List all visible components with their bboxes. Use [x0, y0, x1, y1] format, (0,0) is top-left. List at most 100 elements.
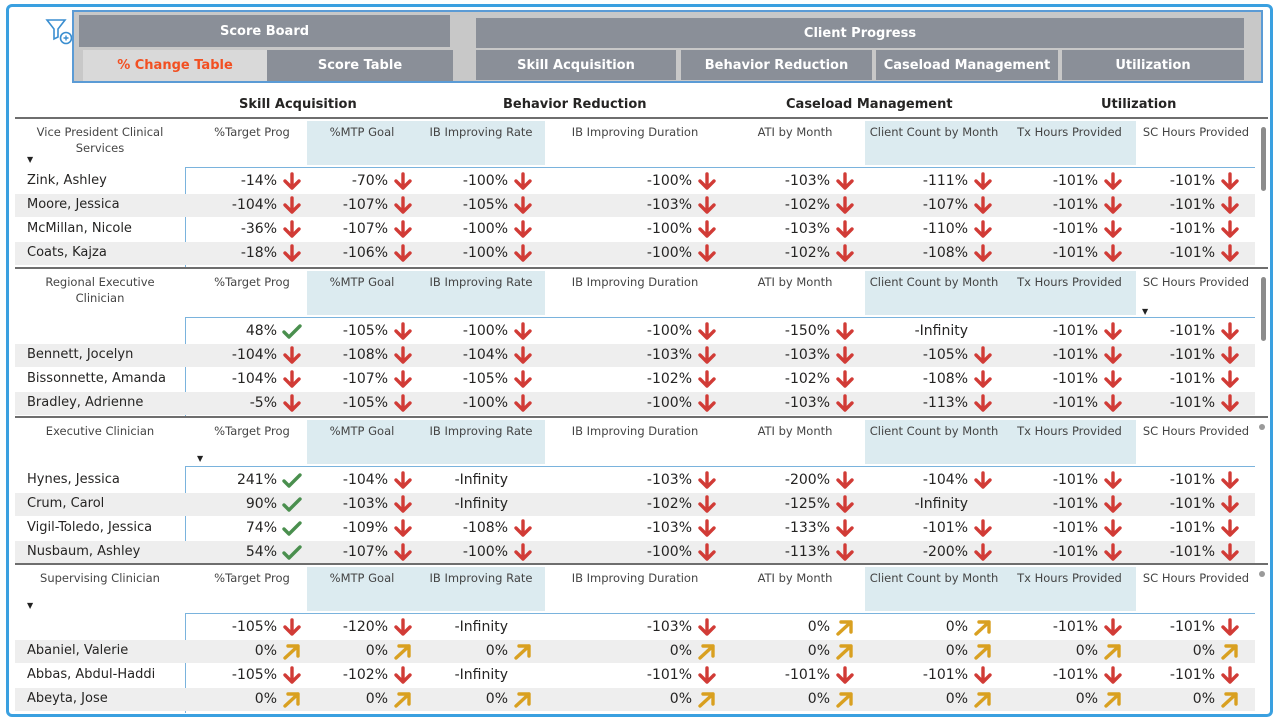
- column-header[interactable]: %MTP Goal: [307, 420, 417, 464]
- column-header[interactable]: Client Count by Month: [865, 271, 1003, 315]
- section-behavior-reduction: Behavior Reduction: [503, 97, 647, 112]
- caseload-management-button[interactable]: Caseload Management: [876, 50, 1058, 80]
- column-header[interactable]: IB Improving Duration: [571, 125, 699, 139]
- column-header[interactable]: IB Improving Duration: [571, 275, 699, 289]
- table-row[interactable]: -105% -120% -Infinity -103% 0% 0% -101% -101%: [15, 616, 1255, 639]
- column-header[interactable]: %Target Prog: [214, 424, 290, 438]
- down-arrow-icon: [698, 543, 716, 561]
- row-header-column[interactable]: Executive Clinician: [45, 424, 155, 438]
- cell-value: -104%: [231, 347, 277, 363]
- vertical-scrollbar[interactable]: [1261, 277, 1266, 341]
- column-header[interactable]: IB Improving Rate: [417, 271, 545, 315]
- column-header[interactable]: ATI by Month: [757, 125, 833, 139]
- down-arrow-icon: [394, 220, 412, 238]
- column-header[interactable]: %MTP Goal: [307, 121, 417, 165]
- down-arrow-icon: [974, 346, 992, 364]
- table-row[interactable]: Abbas, Abdul-Haddi -105% -102% -Infinity -10…: [15, 664, 1255, 687]
- column-header[interactable]: SC Hours Provided: [1142, 571, 1250, 585]
- column-header[interactable]: %MTP Goal: [307, 567, 417, 611]
- table-row[interactable]: 48% -105% -100% -100% -150% -Infinity -101% -10…: [15, 320, 1255, 343]
- header-divider: [185, 613, 1255, 614]
- column-header[interactable]: IB Improving Duration: [571, 424, 699, 438]
- down-arrow-icon: [836, 543, 854, 561]
- table-row[interactable]: Nusbaum, Ashley 54% -107% -100% -100% -113% -2…: [15, 541, 1255, 563]
- score-table-button[interactable]: Score Table: [267, 50, 453, 81]
- matrix-table: Executive Clinician %Target Prog %MTP Goal…: [15, 416, 1268, 563]
- column-header[interactable]: %Target Prog: [214, 571, 290, 585]
- cell-value: -102%: [784, 245, 830, 261]
- down-arrow-icon: [1221, 370, 1239, 388]
- diagonal-arrow-icon: [283, 644, 300, 660]
- column-header[interactable]: IB Improving Rate: [417, 121, 545, 165]
- skill-acquisition-button[interactable]: Skill Acquisition: [476, 50, 676, 80]
- down-arrow-icon: [1104, 543, 1122, 561]
- behavior-reduction-button[interactable]: Behavior Reduction: [681, 50, 872, 80]
- column-header[interactable]: ATI by Month: [757, 571, 833, 585]
- table-row[interactable]: Coats, Kajza -18% -106% -100% -100% -102% -108…: [15, 242, 1255, 265]
- column-header[interactable]: Tx Hours Provided: [1003, 420, 1136, 464]
- table-row[interactable]: McMillan, Nicole -36% -107% -100% -100% -103%…: [15, 218, 1255, 241]
- table-row[interactable]: Hynes, Jessica 241% -104% -Infinity -103% -20…: [15, 469, 1255, 492]
- table-row[interactable]: Vigil-Toledo, Jessica 74% -109% -108% -103% -…: [15, 517, 1255, 540]
- cell-value: -101%: [1052, 245, 1098, 261]
- sort-descending-icon[interactable]: ▼: [1142, 307, 1149, 316]
- diagonal-arrow-icon: [514, 644, 531, 660]
- cell-value: -100%: [646, 323, 692, 339]
- down-arrow-icon: [394, 495, 412, 513]
- column-header[interactable]: SC Hours Provided: [1142, 275, 1250, 289]
- scroll-indicator[interactable]: [1259, 424, 1265, 430]
- table-row[interactable]: Abeyta, Jose 0% 0% 0% 0% 0% 0% 0% 0%: [15, 688, 1255, 711]
- column-header[interactable]: %Target Prog: [214, 125, 290, 139]
- header-divider: [185, 167, 1255, 168]
- column-header[interactable]: SC Hours Provided: [1142, 125, 1250, 139]
- cell-value: -100%: [646, 173, 692, 189]
- sort-descending-icon[interactable]: ▼: [197, 454, 204, 463]
- cell-value: -101%: [922, 520, 968, 536]
- column-header[interactable]: %Target Prog: [214, 275, 290, 289]
- cell-value: -101%: [1169, 221, 1215, 237]
- client-progress-header: Client Progress: [476, 18, 1244, 48]
- down-arrow-icon: [974, 370, 992, 388]
- change-table-button[interactable]: % Change Table: [83, 50, 267, 81]
- down-arrow-icon: [698, 666, 716, 684]
- sort-descending-icon[interactable]: ▼: [27, 155, 34, 164]
- column-header[interactable]: %MTP Goal: [307, 271, 417, 315]
- cell-value: -101%: [1169, 323, 1215, 339]
- table-row[interactable]: Bradley, Adrienne -5% -105% -100% -100% -103%…: [15, 392, 1255, 415]
- column-header[interactable]: IB Improving Duration: [571, 571, 699, 585]
- down-arrow-icon: [514, 346, 532, 364]
- down-arrow-icon: [394, 346, 412, 364]
- column-header[interactable]: Client Count by Month: [865, 420, 1003, 464]
- column-header[interactable]: IB Improving Rate: [417, 567, 545, 611]
- table-row[interactable]: Zink, Ashley -14% -70% -100% -100% -103% -111%…: [15, 170, 1255, 193]
- cell-value: -105%: [231, 667, 277, 683]
- row-label: Abaniel, Valerie: [27, 643, 129, 658]
- sort-descending-icon[interactable]: ▼: [27, 601, 34, 610]
- table-row[interactable]: Bennett, Jocelyn -104% -108% -104% -103% -103…: [15, 344, 1255, 367]
- column-header[interactable]: Tx Hours Provided: [1003, 567, 1136, 611]
- table-row[interactable]: Moore, Jessica -104% -107% -105% -103% -102% -…: [15, 194, 1255, 217]
- table-row[interactable]: Abaniel, Valerie 0% 0% 0% 0% 0% 0% 0% 0%: [15, 640, 1255, 663]
- column-header[interactable]: ATI by Month: [757, 275, 833, 289]
- row-header-column[interactable]: Regional Executive Clinician: [45, 275, 155, 305]
- diagonal-arrow-icon: [1104, 644, 1121, 660]
- scroll-indicator[interactable]: [1259, 571, 1265, 577]
- column-header[interactable]: Tx Hours Provided: [1003, 271, 1136, 315]
- matrix-table: Vice President Clinical Services %Target …: [15, 117, 1268, 267]
- cell-value: -103%: [646, 472, 692, 488]
- column-header[interactable]: SC Hours Provided: [1142, 424, 1250, 438]
- down-arrow-icon: [974, 196, 992, 214]
- down-arrow-icon: [514, 322, 532, 340]
- filter-icon[interactable]: [45, 18, 75, 48]
- row-header-column[interactable]: Supervising Clinician: [40, 571, 160, 585]
- column-header[interactable]: Client Count by Month: [865, 567, 1003, 611]
- column-header[interactable]: ATI by Month: [757, 424, 833, 438]
- vertical-scrollbar[interactable]: [1261, 127, 1266, 191]
- column-header[interactable]: IB Improving Rate: [417, 420, 545, 464]
- table-row[interactable]: Bissonnette, Amanda -104% -107% -105% -102% -…: [15, 368, 1255, 391]
- table-row[interactable]: Crum, Carol 90% -103% -Infinity -102% -125% -I…: [15, 493, 1255, 516]
- column-header[interactable]: Tx Hours Provided: [1003, 121, 1136, 165]
- column-header[interactable]: Client Count by Month: [865, 121, 1003, 165]
- row-header-column[interactable]: Vice President Clinical Services: [36, 125, 164, 155]
- utilization-button[interactable]: Utilization: [1062, 50, 1244, 80]
